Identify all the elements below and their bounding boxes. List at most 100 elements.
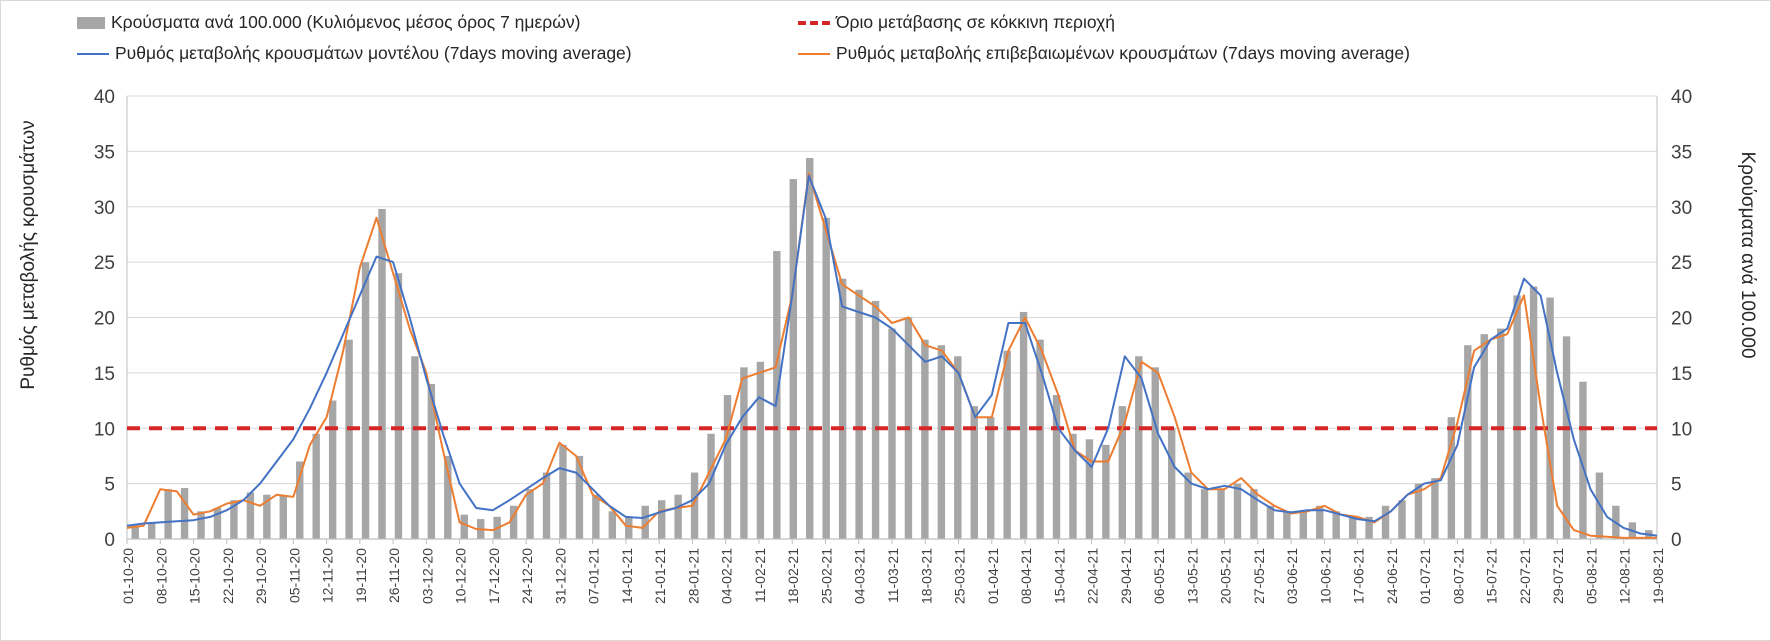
x-tick-label: 05-08-21 — [1583, 548, 1599, 604]
bar-cases-per-100k — [279, 495, 287, 539]
bar-cases-per-100k — [937, 345, 946, 539]
bar-cases-per-100k — [1497, 328, 1505, 539]
y-left-tick-label: 20 — [94, 309, 115, 330]
legend-red-threshold: Όριο μετάβασης σε κόκκινη περιοχή — [798, 12, 1115, 33]
bar-cases-per-100k — [394, 273, 403, 539]
bar-cases-per-100k — [871, 300, 880, 539]
x-tick-label: 24-06-21 — [1384, 548, 1400, 604]
legend-model-label: Ρυθμός μεταβολής κρουσμάτων μοντέλου (7d… — [115, 43, 632, 63]
x-tick-label: 03-06-21 — [1284, 548, 1300, 604]
legend-bars-label: Κρούσματα ανά 100.000 (Κυλιόμενος μέσος … — [111, 12, 581, 32]
x-tick-label: 27-05-21 — [1251, 548, 1267, 604]
bar-cases-per-100k — [361, 262, 370, 539]
x-tick-label: 04-03-21 — [852, 548, 868, 604]
x-tick-label: 05-11-20 — [286, 548, 302, 603]
bar-cases-per-100k — [625, 516, 633, 539]
x-tick-label: 18-03-21 — [918, 548, 934, 604]
y-right-tick-label: 5 — [1671, 475, 1682, 496]
y-left-tick-label: 35 — [94, 142, 115, 163]
bar-cases-per-100k — [1250, 489, 1258, 539]
bar-cases-per-100k — [1036, 339, 1044, 539]
bar-cases-per-100k — [328, 400, 337, 539]
bar-cases-per-100k — [1217, 489, 1225, 539]
bar-cases-per-100k — [1003, 350, 1011, 539]
x-tick-label: 12-08-21 — [1617, 548, 1633, 604]
y-right-tick-label: 20 — [1671, 309, 1692, 330]
x-tick-label: 22-10-20 — [220, 548, 236, 604]
x-tick-label: 12-11-20 — [320, 548, 336, 603]
x-tick-label: 11-03-21 — [885, 548, 901, 603]
bar-cases-per-100k — [1118, 406, 1127, 539]
x-tick-label: 18-02-21 — [785, 548, 801, 604]
bar-cases-per-100k — [509, 505, 518, 539]
x-tick-label: 24-12-20 — [519, 548, 535, 604]
bar-cases-per-100k — [1052, 395, 1061, 539]
bar-cases-per-100k — [1464, 345, 1472, 539]
x-tick-label: 08-10-20 — [153, 548, 169, 604]
x-tick-label: 08-04-21 — [1018, 548, 1034, 604]
x-tick-label: 22-07-21 — [1517, 548, 1533, 604]
bar-cases-per-100k — [921, 339, 929, 539]
bar-cases-per-100k — [180, 488, 189, 539]
bar-cases-per-100k — [164, 489, 172, 539]
bar-cases-per-100k — [888, 328, 896, 539]
bar-cases-per-100k — [213, 507, 222, 539]
y-left-tick-label: 40 — [94, 87, 115, 108]
bar-cases-per-100k — [147, 522, 156, 539]
x-tick-label: 17-12-20 — [486, 548, 502, 604]
x-tick-label: 01-10-20 — [120, 548, 136, 604]
bar-cases-per-100k — [608, 511, 617, 539]
bar-cases-per-100k — [296, 461, 304, 539]
bar-cases-per-100k — [641, 505, 649, 539]
x-tick-label: 07-01-21 — [586, 548, 602, 604]
y-right-tick-label: 10 — [1671, 419, 1692, 440]
bar-cases-per-100k — [1579, 381, 1587, 539]
bar-cases-per-100k — [1069, 433, 1077, 539]
bar-cases-per-100k — [1102, 444, 1110, 539]
x-tick-label: 25-02-21 — [818, 548, 834, 604]
x-tick-label: 21-01-21 — [652, 548, 668, 604]
x-tick-label: 01-07-21 — [1417, 548, 1433, 604]
bar-cases-per-100k — [707, 433, 715, 539]
x-tick-label: 20-05-21 — [1218, 548, 1234, 604]
bar-cases-per-100k — [246, 492, 255, 539]
bar-cases-per-100k — [312, 433, 320, 539]
bar-cases-per-100k — [1019, 311, 1028, 539]
bar-cases-per-100k — [1480, 334, 1488, 539]
legend-bar-swatch — [77, 16, 105, 29]
bar-cases-per-100k — [460, 514, 468, 539]
y-right-tick-label: 0 — [1671, 530, 1682, 551]
x-tick-label: 19-11-20 — [353, 548, 369, 603]
legend-confirmed-rate: Ρυθμός μεταβολής επιβεβαιωμένων κρουσμάτ… — [798, 43, 1410, 64]
x-tick-label: 04-02-21 — [719, 548, 735, 604]
bar-cases-per-100k — [806, 158, 814, 539]
y-right-tick-label: 25 — [1671, 253, 1692, 274]
x-tick-label: 10-12-20 — [453, 548, 469, 604]
bar-cases-per-100k — [542, 472, 551, 539]
x-tick-label: 25-03-21 — [952, 548, 968, 604]
bar-cases-per-100k — [970, 406, 978, 539]
bar-cases-per-100k — [690, 472, 699, 539]
x-tick-label: 03-12-20 — [419, 548, 435, 604]
x-tick-label: 28-01-21 — [685, 548, 701, 604]
bar-cases-per-100k — [444, 455, 452, 539]
x-tick-label: 22-04-21 — [1085, 548, 1101, 604]
x-tick-label: 29-04-21 — [1118, 548, 1134, 604]
x-tick-label: 19-08-21 — [1650, 548, 1666, 604]
x-tick-label: 15-07-21 — [1484, 548, 1500, 604]
x-tick-label: 15-04-21 — [1051, 548, 1067, 604]
y-right-tick-label: 35 — [1671, 142, 1692, 163]
bar-cases-per-100k — [575, 455, 584, 539]
bar-cases-per-100k — [1332, 511, 1340, 539]
bar-cases-per-100k — [674, 494, 682, 539]
x-tick-label: 01-04-21 — [985, 548, 1001, 604]
bar-cases-per-100k — [559, 444, 567, 539]
legend-confirmed-label: Ρυθμός μεταβολής επιβεβαιωμένων κρουσμάτ… — [836, 43, 1410, 63]
bar-cases-per-100k — [1299, 511, 1307, 539]
bar-cases-per-100k — [1135, 356, 1143, 539]
bar-cases-per-100k — [1381, 505, 1390, 539]
x-tick-label: 10-06-21 — [1317, 548, 1333, 604]
x-tick-label: 26-11-20 — [386, 548, 402, 603]
bar-cases-per-100k — [230, 500, 238, 539]
